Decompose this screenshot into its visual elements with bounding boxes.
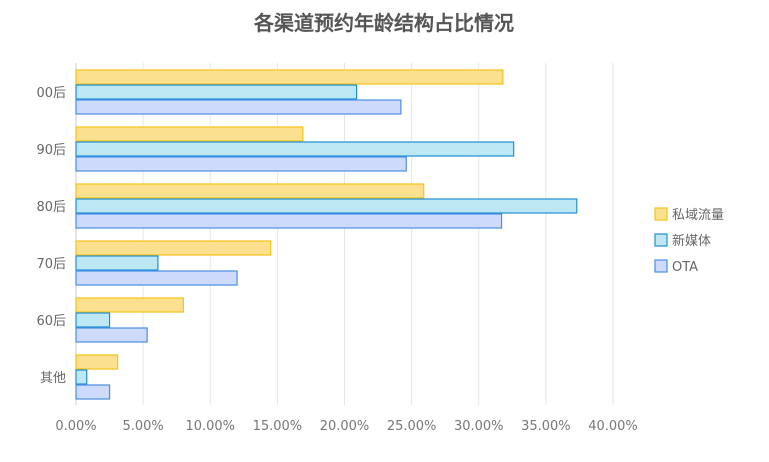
- legend-label: 私域流量: [672, 208, 724, 223]
- legend-label: OTA: [672, 260, 698, 275]
- bar-OTA: [75, 270, 238, 286]
- y-tick-label: 00后: [36, 86, 66, 101]
- x-tick-label: 15.00%: [253, 419, 303, 434]
- x-tick-label: 40.00%: [588, 419, 638, 434]
- legend-swatch: [654, 259, 668, 273]
- x-tick-label: 30.00%: [454, 419, 504, 434]
- x-tick-label: 0.00%: [55, 419, 96, 434]
- bar-新媒体: [75, 369, 88, 385]
- bar-私域流量: [75, 240, 272, 256]
- bar-私域流量: [75, 297, 185, 313]
- bar-新媒体: [75, 141, 515, 157]
- bar-OTA: [75, 156, 407, 172]
- legend-swatch: [654, 233, 668, 247]
- legend-swatch: [654, 207, 668, 221]
- bar-新媒体: [75, 312, 111, 328]
- bar-私域流量: [75, 354, 119, 370]
- bar-新媒体: [75, 84, 358, 100]
- y-tick-label: 其他: [40, 371, 66, 386]
- x-tick-label: 35.00%: [521, 419, 571, 434]
- bar-私域流量: [75, 69, 504, 85]
- legend-label: 新媒体: [672, 233, 711, 249]
- bar-新媒体: [75, 198, 578, 214]
- bar-私域流量: [75, 126, 304, 142]
- chart-title: 各渠道预约年龄结构占比情况: [253, 11, 514, 35]
- bar-OTA: [75, 213, 503, 229]
- y-tick-label: 60后: [36, 314, 66, 329]
- bar-新媒体: [75, 255, 159, 271]
- y-tick-label: 70后: [36, 257, 66, 272]
- bar-OTA: [75, 327, 148, 343]
- y-tick-label: 80后: [36, 200, 66, 215]
- bar-OTA: [75, 384, 111, 400]
- x-tick-label: 10.00%: [185, 419, 235, 434]
- y-tick-label: 90后: [36, 143, 66, 158]
- bar-OTA: [75, 99, 402, 115]
- x-tick-label: 5.00%: [122, 419, 163, 434]
- x-tick-label: 25.00%: [387, 419, 437, 434]
- bar-私域流量: [75, 183, 425, 199]
- x-tick-label: 20.00%: [320, 419, 370, 434]
